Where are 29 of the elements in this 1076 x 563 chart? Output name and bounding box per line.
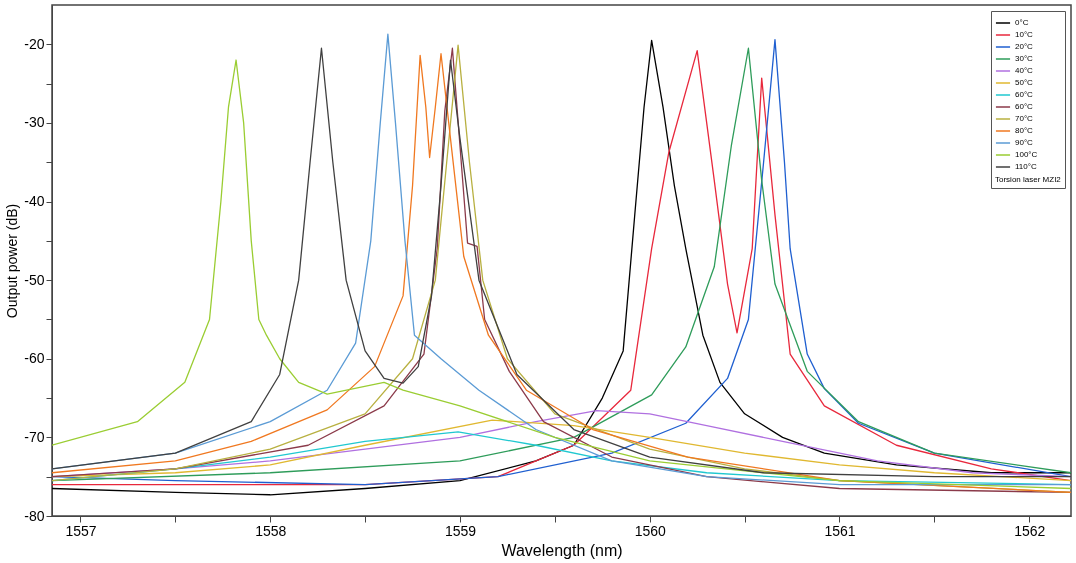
y-axis-title: Output power (dB) (4, 203, 21, 319)
legend-label: 110°C (1015, 162, 1037, 171)
legend-label: 100°C (1015, 150, 1038, 159)
x-axis-title: Wavelength (nm) (501, 541, 623, 559)
y-tick-label: -20 (24, 35, 45, 52)
legend-label: 70°C (1015, 114, 1034, 123)
y-tick-label: -70 (24, 428, 45, 445)
y-tick-label: -40 (24, 193, 45, 210)
y-tick-label: -30 (24, 114, 45, 131)
legend-label: 60°C (1015, 90, 1034, 99)
legend-label: 10°C (1015, 30, 1034, 39)
x-tick-label: 1560 (634, 522, 667, 539)
x-tick-label: 1559 (444, 522, 477, 539)
y-tick-label: -60 (24, 350, 45, 367)
y-tick-label: -50 (24, 271, 45, 288)
legend-label: 80°C (1015, 126, 1034, 135)
legend-label: 40°C (1015, 66, 1034, 75)
legend-label: 30°C (1015, 54, 1034, 63)
legend-label: 90°C (1015, 138, 1034, 147)
y-tick-label: -80 (24, 507, 45, 524)
legend-label: 60°C (1015, 102, 1034, 111)
x-tick-label: 1562 (1014, 522, 1046, 539)
legend-label: 20°C (1015, 42, 1034, 51)
x-tick-label: 1558 (255, 522, 287, 539)
legend-label: 0°C (1015, 18, 1029, 27)
legend-label: 50°C (1015, 78, 1034, 87)
legend-title: Torsion laser MZI2 (995, 175, 1062, 184)
x-tick-label: 1557 (65, 522, 97, 539)
x-tick-label: 1561 (824, 522, 856, 539)
